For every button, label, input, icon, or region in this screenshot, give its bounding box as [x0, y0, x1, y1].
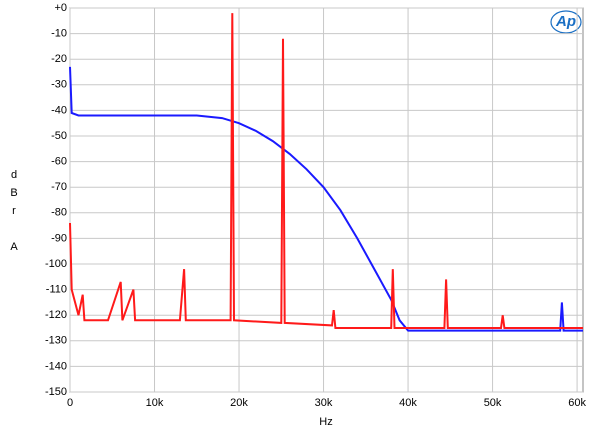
- y-tick-label: -80: [51, 207, 67, 219]
- y-tick-label: -150: [45, 386, 67, 398]
- x-tick-label: 0: [67, 397, 73, 409]
- y-axis-label: A: [10, 241, 18, 253]
- y-tick-label: -100: [45, 258, 67, 270]
- series-line: [69, 66, 583, 332]
- y-axis-label: B: [10, 187, 17, 199]
- x-tick-label: 30k: [315, 397, 333, 409]
- x-tick-label: 40k: [399, 397, 417, 409]
- y-tick-label: +0: [54, 2, 67, 14]
- x-tick-label: 50k: [484, 397, 502, 409]
- y-tick-label: -10: [51, 28, 67, 40]
- y-tick-label: -140: [45, 360, 67, 372]
- x-tick-label: 20k: [230, 397, 248, 409]
- y-tick-label: -40: [51, 104, 67, 116]
- series-line: [69, 13, 583, 329]
- plot-frame: [69, 7, 584, 393]
- y-tick-label: -70: [51, 181, 67, 193]
- x-tick-label: 60k: [568, 397, 586, 409]
- y-axis-label: r: [12, 205, 16, 217]
- y-tick-label: -130: [45, 335, 67, 347]
- x-axis-label: Hz: [319, 416, 332, 428]
- y-tick-label: -60: [51, 156, 67, 168]
- y-tick-label: -30: [51, 79, 67, 91]
- x-tick-label: 10k: [146, 397, 164, 409]
- logo-ring: [550, 10, 582, 34]
- y-tick-label: -20: [51, 53, 67, 65]
- y-tick-label: -50: [51, 130, 67, 142]
- y-axis-label: d: [11, 169, 17, 181]
- y-tick-label: -90: [51, 232, 67, 244]
- y-tick-label: -120: [45, 309, 67, 321]
- logo: Ap: [555, 13, 576, 30]
- y-tick-label: -110: [46, 284, 67, 296]
